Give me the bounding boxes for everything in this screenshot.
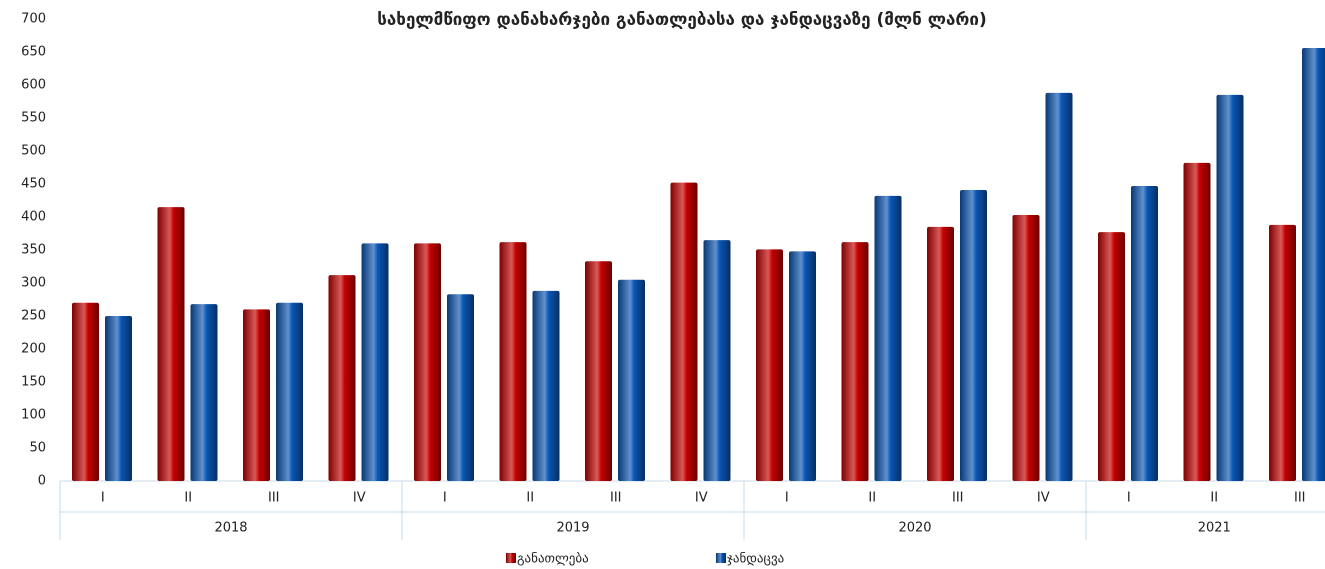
x-tick-label: IV (695, 491, 708, 506)
bar (190, 304, 218, 481)
legend-label: ჯანდაცვა (727, 552, 784, 567)
bar (703, 240, 731, 481)
bar (243, 309, 270, 481)
y-tick-label: 350 (21, 243, 46, 258)
bar (585, 261, 612, 481)
y-tick-label: 650 (21, 45, 46, 60)
bar (670, 182, 698, 481)
x-tick-label: IV (353, 491, 366, 506)
bar (1183, 162, 1211, 481)
y-tick-label: 700 (21, 12, 46, 27)
bar (1012, 215, 1040, 481)
legend-swatch (716, 553, 726, 563)
group-label: 2019 (556, 521, 589, 536)
group-label: 2018 (214, 521, 247, 536)
bar (874, 195, 902, 481)
bar (841, 242, 869, 481)
x-tick-label: II (526, 491, 534, 506)
bar (276, 302, 303, 481)
y-tick-label: 0 (38, 474, 46, 489)
bar (927, 226, 954, 481)
bar (1045, 92, 1073, 482)
x-tick-label: III (610, 491, 622, 506)
y-tick-label: 300 (21, 276, 46, 291)
x-tick-label: IV (1037, 491, 1050, 506)
x-tick-label: I (785, 491, 789, 506)
bar (328, 275, 356, 481)
bar (532, 290, 560, 481)
bar (618, 279, 645, 481)
y-tick-label: 100 (21, 408, 46, 423)
chart-title: სახელმწიფო დანახარჯები განათლებასა და ჯა… (377, 10, 987, 30)
x-tick-label: III (268, 491, 280, 506)
bar (157, 207, 185, 481)
bar (1269, 224, 1296, 482)
bar (447, 294, 474, 481)
y-tick-label: 500 (21, 144, 46, 159)
bar (1131, 185, 1158, 482)
group-label: 2021 (1198, 521, 1231, 536)
y-tick-label: 450 (21, 177, 46, 192)
y-tick-label: 150 (21, 375, 46, 390)
x-tick-label: II (184, 491, 192, 506)
bar (756, 249, 783, 481)
bar (499, 242, 527, 481)
legend-label: განათლება (517, 552, 589, 567)
x-tick-label: I (101, 491, 105, 506)
x-tick-label: I (443, 491, 447, 506)
y-tick-label: 600 (21, 78, 46, 93)
x-tick-label: II (1210, 491, 1218, 506)
bar (72, 302, 99, 481)
legend-swatch (506, 553, 516, 563)
x-tick-label: III (1294, 491, 1306, 506)
x-tick-label: III (952, 491, 964, 506)
group-label: 2020 (898, 521, 931, 536)
y-tick-label: 250 (21, 309, 46, 324)
bar (1216, 94, 1244, 482)
x-tick-label: II (868, 491, 876, 506)
bar (960, 189, 987, 481)
y-tick-label: 550 (21, 111, 46, 126)
bar (789, 251, 816, 481)
x-tick-label: I (1127, 491, 1131, 506)
bar (1302, 48, 1325, 481)
bar (414, 243, 441, 481)
y-tick-label: 400 (21, 210, 46, 225)
y-tick-label: 50 (29, 441, 46, 456)
bar (361, 243, 389, 481)
y-tick-label: 200 (21, 342, 46, 357)
bar (1098, 232, 1125, 481)
bar (105, 316, 132, 481)
